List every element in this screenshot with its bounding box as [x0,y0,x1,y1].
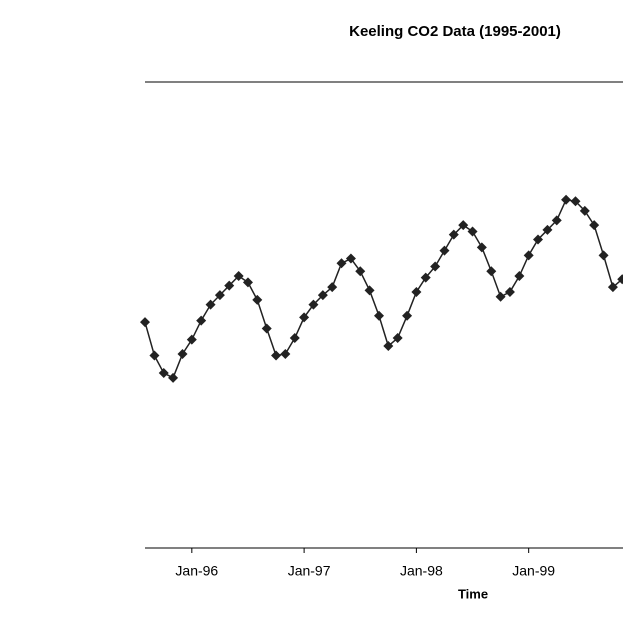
data-point [140,317,150,328]
data-point [570,196,581,207]
data-point [252,294,263,305]
chart-title: Keeling CO2 Data (1995-2001) [349,23,561,40]
data-point [261,323,272,334]
data-point [486,266,497,277]
data-point [336,258,347,269]
data-point [532,234,543,245]
data-point [355,266,366,277]
data-point [158,368,169,379]
data-point [317,290,328,301]
data-point [242,277,253,288]
data-point [476,242,487,253]
data-point [392,333,403,344]
data-point [186,334,197,345]
data-point [430,261,441,272]
data-point [364,285,375,296]
data-point [374,310,385,321]
x-tick-label: Jan-99 [512,563,555,579]
data-point [205,299,216,310]
data-point [345,253,356,264]
data-point [214,290,225,301]
data-point [420,272,431,283]
data-point [542,224,553,235]
data-point [271,350,282,361]
data-point [448,229,459,240]
data-point [589,220,600,231]
data-point [177,348,188,359]
data-point [504,286,515,297]
data-point [458,220,469,231]
data-point [579,205,590,216]
data-point [551,215,562,226]
data-point [495,291,506,302]
data-point [467,226,478,237]
data-point [168,372,179,383]
data-point [561,194,572,205]
data-point [280,348,291,359]
data-point [299,312,310,323]
data-point [149,350,160,361]
data-point [196,315,207,326]
data-point [233,271,244,282]
data-point [617,274,623,285]
x-tick-label: Jan-96 [175,563,218,579]
x-tick-label: Jan-98 [400,563,443,579]
data-point [411,286,422,297]
data-point [439,245,450,256]
data-point [289,333,300,344]
data-point [598,250,609,261]
data-point [402,310,413,321]
data-point [327,282,338,293]
series-line [144,198,623,379]
data-point [607,282,618,293]
data-point [523,250,534,261]
data-point [383,341,394,352]
data-point [308,299,319,310]
x-tick-label: Jan-97 [288,563,331,579]
x-axis-label: Time [458,586,488,601]
data-point [514,271,525,282]
data-point [224,280,235,291]
